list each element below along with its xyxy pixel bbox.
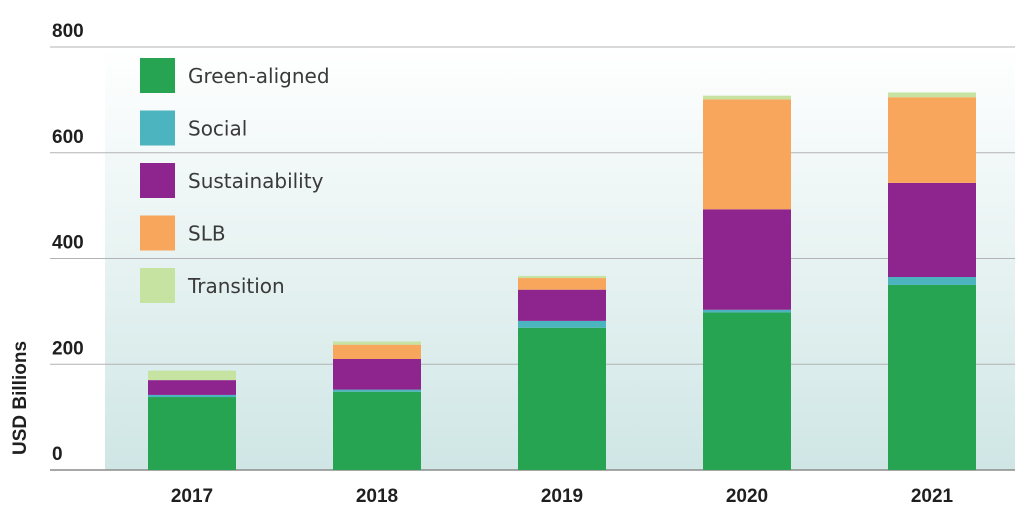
bar-segment [518, 289, 606, 321]
legend-label: Green-aligned [188, 64, 330, 88]
bar-segment [333, 389, 421, 392]
x-tick-label: 2020 [726, 486, 768, 507]
x-tick-label: 2017 [171, 486, 213, 507]
bar-segment [703, 99, 791, 210]
bar-segment [518, 278, 606, 290]
y-tick-label: 400 [52, 233, 84, 254]
bar-segment [148, 370, 236, 381]
bar-segment [518, 275, 606, 279]
bar-segment [703, 209, 791, 310]
bar-segment [888, 92, 976, 98]
y-tick-label: 600 [52, 127, 84, 148]
y-tick-label: 0 [52, 444, 63, 465]
legend-swatch [140, 110, 175, 146]
bar-segment [148, 397, 236, 470]
bar-segment [703, 309, 791, 313]
bar-segment [888, 284, 976, 470]
legend-label: Transition [187, 274, 285, 298]
legend-swatch [140, 58, 175, 93]
legend-label: SLB [188, 222, 226, 246]
legend-label: Social [188, 117, 247, 141]
x-tick-label: 2018 [356, 486, 398, 507]
legend-swatch [140, 163, 175, 198]
y-tick-label: 800 [52, 21, 84, 42]
bar-segment [333, 358, 421, 390]
bar-segment [333, 391, 421, 470]
bar-segment [518, 327, 606, 470]
bar-segment [518, 320, 606, 328]
bar-segment [888, 277, 976, 285]
bar-segment [148, 394, 236, 398]
y-axis-label: USD Billions [10, 341, 31, 455]
legend-swatch [140, 215, 175, 251]
bar-segment [333, 341, 421, 345]
bar-segment [333, 344, 421, 359]
bar-segment [888, 182, 976, 278]
y-tick-label: 200 [52, 338, 84, 359]
bar-segment [703, 312, 791, 470]
legend-label: Sustainability [188, 169, 324, 193]
bar-segment [703, 95, 791, 100]
x-tick-label: 2021 [911, 486, 954, 507]
legend-swatch [140, 268, 175, 303]
bar-segment [888, 97, 976, 183]
bar-segment [148, 380, 236, 395]
x-tick-label: 2019 [541, 486, 583, 507]
